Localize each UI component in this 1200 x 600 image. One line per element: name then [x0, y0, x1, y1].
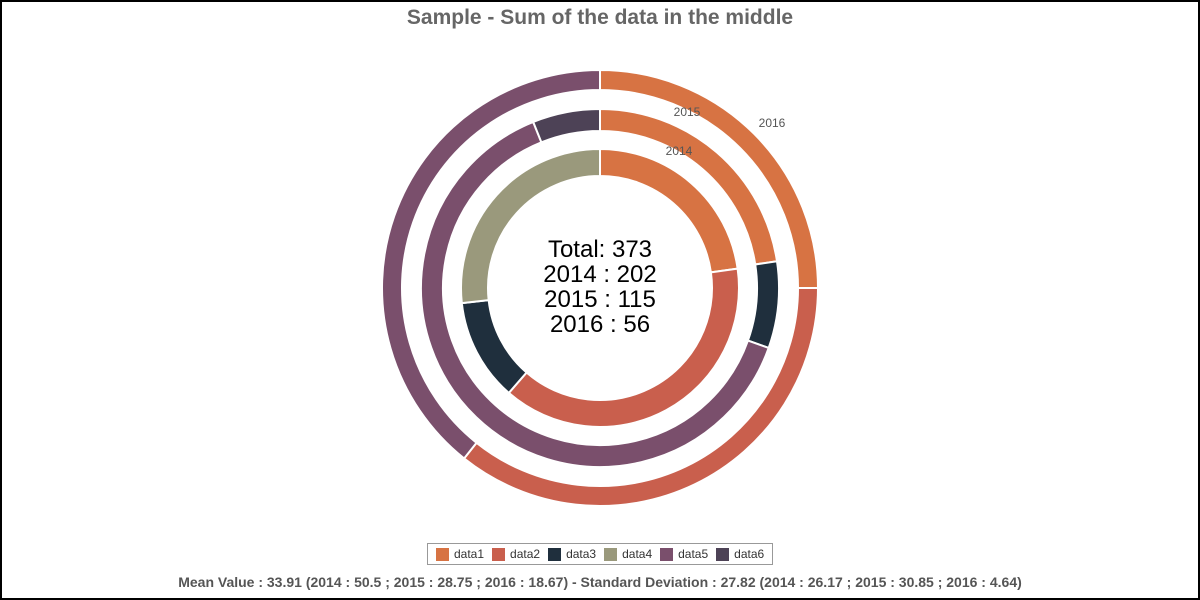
ring-labels: 2014 2015 2016	[666, 105, 786, 158]
legend-item-data6[interactable]: data6	[716, 547, 764, 561]
legend-swatch	[548, 547, 562, 561]
legend-label: data4	[622, 547, 653, 561]
legend-swatch	[660, 547, 674, 561]
chart-title: Sample - Sum of the data in the middle	[406, 6, 794, 29]
legend-swatch	[604, 547, 618, 561]
legend-item-data4[interactable]: data4	[604, 547, 652, 561]
arc-2015-data6[interactable]	[531, 107, 601, 144]
statistics-footer: Mean Value : 33.91 (2014 : 50.5 ; 2015 :…	[178, 574, 1022, 590]
arc-2016-data5[interactable]	[381, 68, 601, 460]
center-text-line-3: 2016 : 56	[550, 311, 650, 338]
ring-label-2014: 2014	[666, 144, 693, 158]
arc-2014-data4[interactable]	[460, 147, 601, 305]
legend-label: data5	[678, 547, 709, 561]
center-text-line-2: 2015 : 115	[544, 286, 656, 313]
donut-arcs	[381, 68, 820, 507]
arc-2015-data5[interactable]	[420, 120, 770, 468]
legend-item-data3[interactable]: data3	[548, 547, 596, 561]
legend-label: data2	[510, 547, 541, 561]
legend-label: data3	[566, 547, 597, 561]
center-text-line-1: 2014 : 202	[543, 261, 656, 288]
legend-label: data1	[454, 547, 485, 561]
arc-2015-data3[interactable]	[746, 260, 780, 350]
legend-swatch	[492, 547, 506, 561]
legend-item-data2[interactable]: data2	[492, 547, 540, 561]
center-text-line-0: Total: 373	[548, 236, 652, 263]
legend-item-data5[interactable]: data5	[660, 547, 708, 561]
legend-swatch	[716, 547, 730, 561]
ring-label-2015: 2015	[674, 105, 701, 119]
legend-item-data1[interactable]: data1	[436, 547, 484, 561]
legend-swatch	[436, 547, 449, 561]
legend-label: data6	[734, 547, 765, 561]
ring-label-2016: 2016	[759, 116, 786, 130]
chart-legend: data1 data2 data3 data4 data5 data6	[427, 543, 774, 565]
